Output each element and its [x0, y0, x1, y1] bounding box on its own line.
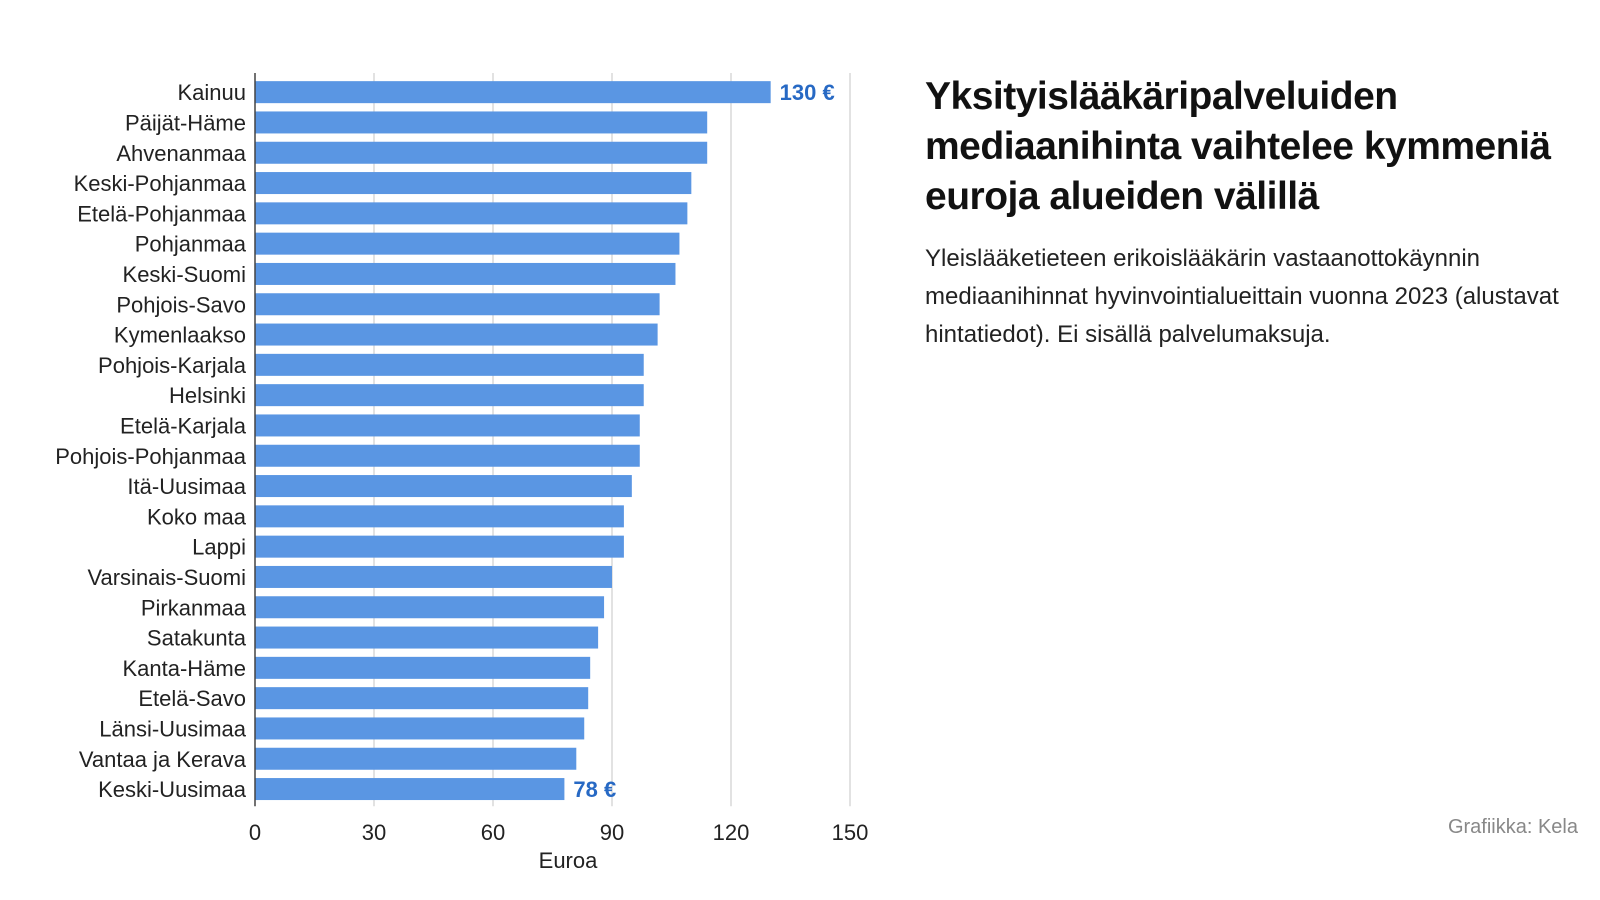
- bar-lappi: [255, 535, 624, 558]
- gridlines: [373, 73, 851, 807]
- bar-keski-pohjanmaa: [255, 172, 692, 195]
- bar-pohjois-savo: [255, 293, 660, 316]
- bar-itä-uusimaa: [255, 475, 632, 498]
- bar-varsinais-suomi: [255, 565, 612, 588]
- data-label: 130 €: [780, 80, 835, 105]
- category-label: Vantaa ja Kerava: [79, 747, 247, 772]
- category-label: Itä-Uusimaa: [127, 474, 246, 499]
- credit-text: Grafiikka: Kela: [1447, 816, 1578, 838]
- category-label: Etelä-Savo: [138, 686, 246, 711]
- bar-etelä-karjala: [255, 414, 640, 437]
- bar-chart: Kainuu Päijät-Häme Ahvenanmaa Keski-Pohjanm…: [55, 73, 868, 873]
- x-tick-label: 0: [249, 820, 261, 845]
- category-labels: Kainuu Päijät-Häme Ahvenanmaa Keski-Pohjanm…: [55, 80, 247, 802]
- bar-länsi-uusimaa: [255, 717, 585, 740]
- category-label: Varsinais-Suomi: [87, 565, 246, 590]
- bar-pirkanmaa: [255, 596, 605, 619]
- category-label: Pirkanmaa: [141, 595, 247, 620]
- x-axis-title: Euroa: [539, 848, 598, 873]
- bar-helsinki: [255, 384, 644, 407]
- data-label: 78 €: [573, 777, 616, 802]
- category-label: Etelä-Pohjanmaa: [77, 201, 247, 226]
- category-label: Pohjanmaa: [135, 232, 247, 257]
- category-label: Kainuu: [177, 80, 246, 105]
- category-label: Pohjois-Savo: [116, 292, 246, 317]
- chart-title: Yksityislääkäripalveluiden mediaanihinta…: [925, 75, 1551, 218]
- bar-kainuu: [255, 81, 771, 104]
- category-label: Keski-Pohjanmaa: [74, 171, 247, 196]
- category-label: Lappi: [192, 535, 246, 560]
- bar-kanta-häme: [255, 656, 591, 679]
- bar-satakunta: [255, 626, 599, 649]
- bars: [255, 81, 771, 801]
- chart-subtitle: Yleislääketieteen erikoislääkärin vastaa…: [925, 245, 1559, 348]
- category-label: Etelä-Karjala: [120, 413, 247, 438]
- x-tick-label: 120: [713, 820, 750, 845]
- category-label: Koko maa: [147, 504, 247, 529]
- tick-labels: 0 30 60 90 120 150: [249, 820, 868, 845]
- x-tick-label: 60: [481, 820, 505, 845]
- bar-pohjois-karjala: [255, 353, 644, 376]
- data-labels: 130 € 78 €: [573, 80, 834, 802]
- bar-etelä-pohjanmaa: [255, 202, 688, 225]
- x-tick-label: 30: [362, 820, 386, 845]
- category-label: Kanta-Häme: [122, 656, 246, 681]
- bar-pohjanmaa: [255, 232, 680, 255]
- bar-vantaa-ja-kerava: [255, 747, 577, 770]
- bar-päijät-häme: [255, 111, 708, 134]
- bar-pohjois-pohjanmaa: [255, 444, 640, 467]
- x-tick-label: 150: [832, 820, 869, 845]
- bar-keski-suomi: [255, 262, 676, 285]
- bar-ahvenanmaa: [255, 141, 708, 164]
- x-tick-label: 90: [600, 820, 624, 845]
- bar-kymenlaakso: [255, 323, 658, 346]
- category-label: Ahvenanmaa: [116, 141, 246, 166]
- category-label: Keski-Uusimaa: [98, 777, 247, 802]
- category-label: Pohjois-Pohjanmaa: [55, 444, 247, 469]
- category-label: Kymenlaakso: [114, 323, 246, 348]
- bar-keski-uusimaa: [255, 778, 565, 801]
- category-label: Länsi-Uusimaa: [99, 716, 246, 741]
- bar-etelä-savo: [255, 687, 589, 710]
- category-label: Pohjois-Karjala: [98, 353, 247, 378]
- category-label: Keski-Suomi: [123, 262, 246, 287]
- category-label: Päijät-Häme: [125, 110, 246, 135]
- bar-koko-maa: [255, 505, 624, 528]
- category-label: Satakunta: [147, 626, 247, 651]
- category-label: Helsinki: [169, 383, 246, 408]
